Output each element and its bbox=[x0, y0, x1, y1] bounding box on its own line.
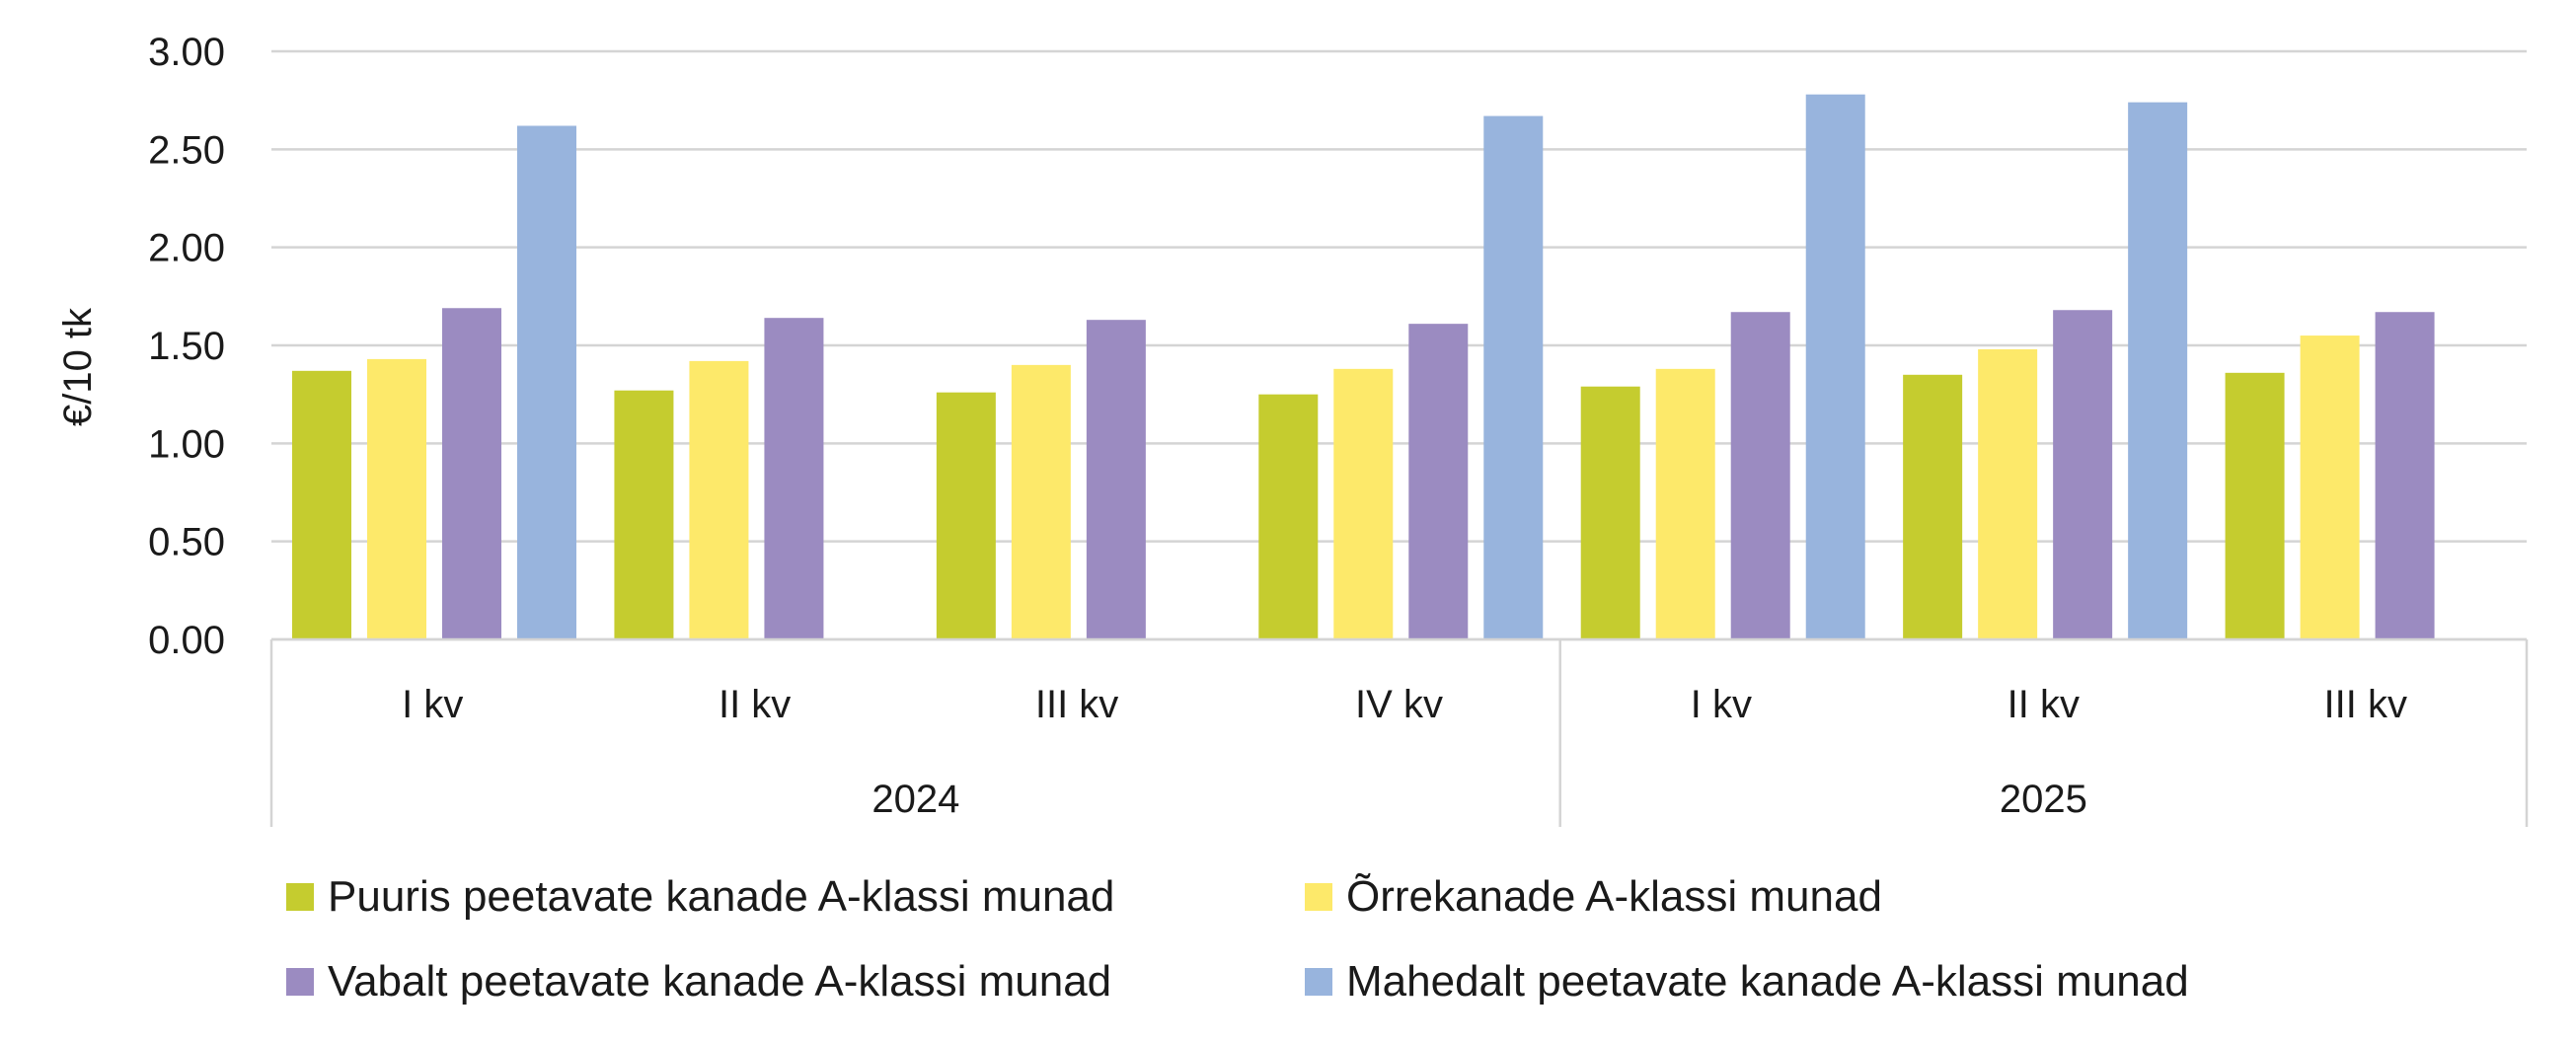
bar bbox=[517, 125, 576, 639]
x-group-label: 2025 bbox=[2000, 778, 2087, 821]
bar bbox=[1408, 324, 1469, 639]
x-tick-label: II kv bbox=[2008, 683, 2080, 726]
bar bbox=[2053, 310, 2113, 639]
gridlines bbox=[271, 49, 2527, 641]
legend-label: Mahedalt peetavate kanade A-klassi munad bbox=[1346, 957, 2189, 1006]
bar bbox=[2225, 372, 2285, 639]
legend-swatch bbox=[286, 883, 314, 911]
legend-label: Õrrekanade A-klassi munad bbox=[1346, 871, 1882, 921]
bar bbox=[367, 358, 426, 639]
y-axis-ticks: 0.00 0.50 1.00 1.50 2.00 2.50 3.00 bbox=[148, 31, 225, 662]
bar bbox=[1011, 364, 1071, 639]
y-tick-label: 3.00 bbox=[148, 31, 225, 74]
legend: Puuris peetavate kanade A-klassi munad Õr… bbox=[286, 871, 2189, 1006]
bar bbox=[1655, 368, 1715, 639]
y-axis-label: €/10 tk bbox=[56, 307, 100, 426]
y-tick-label: 2.50 bbox=[148, 128, 225, 172]
bar bbox=[1730, 312, 1790, 639]
x-axis: I kv II kv III kv IV kv I kv II kv III kv 2024 2… bbox=[269, 637, 2529, 827]
bar bbox=[764, 318, 824, 639]
bar bbox=[2375, 312, 2435, 639]
x-tick-label: I kv bbox=[402, 683, 463, 726]
bar bbox=[1580, 386, 1640, 639]
x-tick-label: IV kv bbox=[1355, 683, 1443, 726]
bar bbox=[1483, 115, 1544, 639]
y-tick-label: 0.50 bbox=[148, 521, 225, 564]
legend-label: Vabalt peetavate kanade A-klassi munad bbox=[328, 957, 1111, 1006]
bar bbox=[2128, 102, 2188, 640]
bar bbox=[1978, 348, 2038, 639]
x-group-label: 2024 bbox=[871, 778, 959, 821]
y-tick-label: 2.00 bbox=[148, 227, 225, 270]
legend-label: Puuris peetavate kanade A-klassi munad bbox=[328, 872, 1114, 921]
x-tick-label: III kv bbox=[1035, 683, 1118, 726]
legend-swatch bbox=[1305, 883, 1332, 911]
bar bbox=[1805, 94, 1865, 639]
bar bbox=[614, 390, 674, 639]
y-tick-label: 1.00 bbox=[148, 422, 225, 466]
bars bbox=[292, 94, 2435, 640]
bar bbox=[1903, 374, 1963, 639]
bar bbox=[1086, 320, 1146, 639]
bar bbox=[2300, 336, 2360, 639]
bar bbox=[689, 360, 749, 639]
y-tick-label: 1.50 bbox=[148, 325, 225, 368]
x-tick-label: I kv bbox=[1691, 683, 1752, 726]
x-tick-label: II kv bbox=[719, 683, 791, 726]
bar bbox=[442, 308, 501, 639]
legend-swatch bbox=[1305, 968, 1332, 996]
bar bbox=[1333, 368, 1394, 639]
legend-swatch bbox=[286, 968, 314, 996]
bar bbox=[292, 370, 351, 639]
bar bbox=[936, 392, 996, 639]
y-tick-label: 0.00 bbox=[148, 619, 225, 662]
bar bbox=[1258, 394, 1319, 639]
x-tick-label: III kv bbox=[2324, 683, 2407, 726]
